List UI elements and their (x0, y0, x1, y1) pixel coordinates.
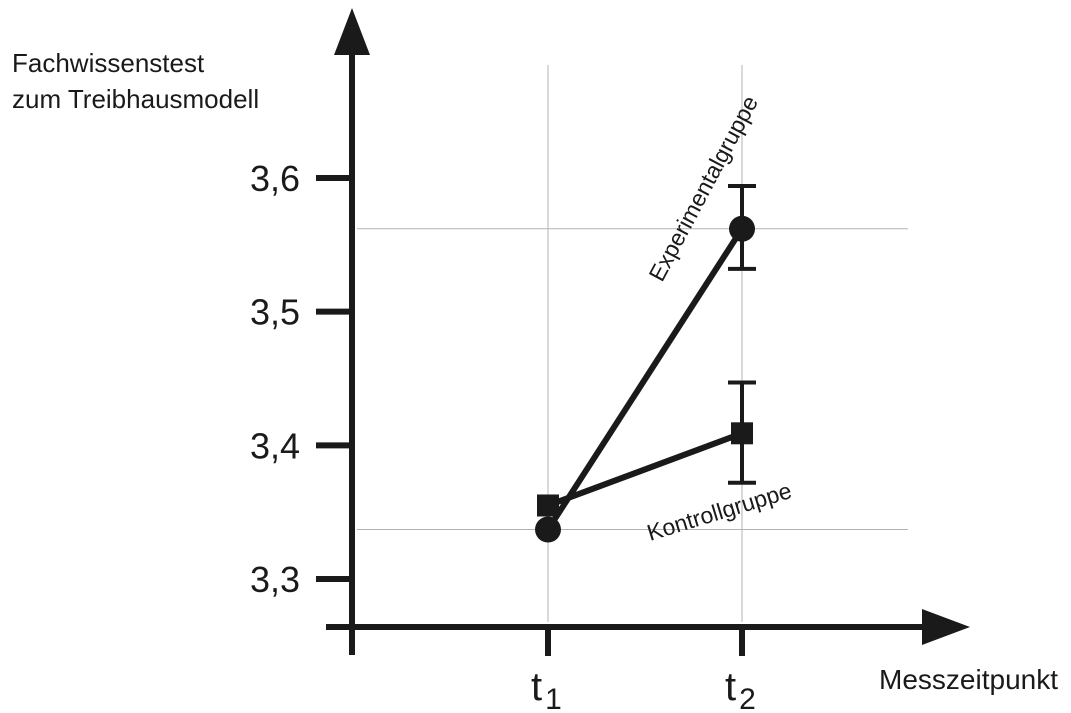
series-line-kontrollgruppe (546, 430, 744, 509)
x-axis-title: Messzeitpunkt (879, 664, 1058, 695)
axes (326, 8, 970, 655)
y-axis-title-line-2: zum Treibhausmodell (12, 84, 259, 114)
series-label-kontrollgruppe: Kontrollgruppe (644, 477, 795, 546)
x-axis-arrow (922, 609, 970, 645)
series-label-experimentalgruppe: Experimentalgruppe (643, 91, 763, 285)
data-point-square (731, 422, 753, 445)
y-tick-label: 3,5 (250, 292, 300, 333)
series-experimentalgruppe (535, 184, 756, 543)
data-point-square (537, 494, 559, 517)
series-kontrollgruppe (537, 380, 756, 517)
y-tick-label: 3,4 (250, 425, 300, 466)
grid-lines (357, 65, 908, 622)
series-line-experimentalgruppe (545, 227, 745, 532)
y-axis-title-line-1: Fachwissenstest (12, 48, 205, 78)
data-point-circle (535, 516, 561, 543)
y-tick-label: 3,6 (250, 158, 300, 199)
data-point-circle (729, 215, 755, 242)
y-tick-label: 3,3 (250, 559, 300, 600)
series (535, 184, 756, 543)
y-ticks: 3,3 3,4 3,5 3,6 (250, 158, 352, 600)
y-axis-arrow (334, 8, 370, 55)
